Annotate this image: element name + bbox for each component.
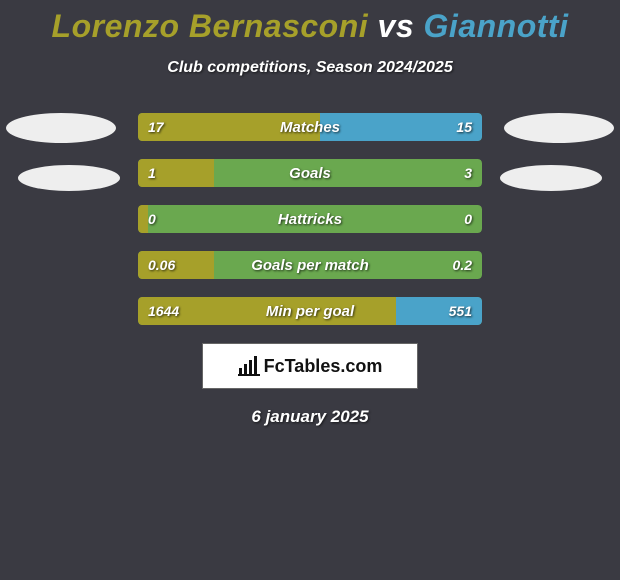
avatar-right bbox=[504, 113, 614, 143]
date-line: 6 january 2025 bbox=[0, 407, 620, 427]
bar-value-left: 1 bbox=[148, 159, 156, 187]
comparison-area: 1715Matches13Goals00Hattricks0.060.2Goal… bbox=[0, 113, 620, 325]
bar-track bbox=[138, 205, 482, 233]
bar-value-left: 0 bbox=[148, 205, 156, 233]
bar-value-right: 3 bbox=[464, 159, 472, 187]
bar-value-left: 17 bbox=[148, 113, 164, 141]
bar-value-left: 1644 bbox=[148, 297, 179, 325]
bar-left-fill bbox=[138, 113, 320, 141]
bar-value-right: 0 bbox=[464, 205, 472, 233]
brand-text: FcTables.com bbox=[264, 356, 383, 377]
title-player-right: Giannotti bbox=[424, 8, 569, 44]
bar-row: 13Goals bbox=[138, 159, 482, 187]
brand-box[interactable]: FcTables.com bbox=[202, 343, 418, 389]
bar-value-left: 0.06 bbox=[148, 251, 175, 279]
page-title: Lorenzo Bernasconi vs Giannotti bbox=[0, 0, 620, 45]
bar-chart-icon bbox=[238, 356, 260, 376]
title-player-left: Lorenzo Bernasconi bbox=[52, 8, 369, 44]
bar-left-fill bbox=[138, 205, 148, 233]
comparison-bars: 1715Matches13Goals00Hattricks0.060.2Goal… bbox=[138, 113, 482, 325]
bar-row: 0.060.2Goals per match bbox=[138, 251, 482, 279]
bar-value-right: 0.2 bbox=[453, 251, 472, 279]
bar-row: 00Hattricks bbox=[138, 205, 482, 233]
avatar-left bbox=[6, 113, 116, 143]
bar-value-right: 15 bbox=[456, 113, 472, 141]
subtitle: Club competitions, Season 2024/2025 bbox=[0, 59, 620, 77]
bar-row: 1715Matches bbox=[138, 113, 482, 141]
avatar-left-shadow bbox=[18, 165, 120, 191]
title-vs: vs bbox=[368, 8, 423, 44]
bar-value-right: 551 bbox=[449, 297, 472, 325]
avatar-right-shadow bbox=[500, 165, 602, 191]
bar-row: 1644551Min per goal bbox=[138, 297, 482, 325]
